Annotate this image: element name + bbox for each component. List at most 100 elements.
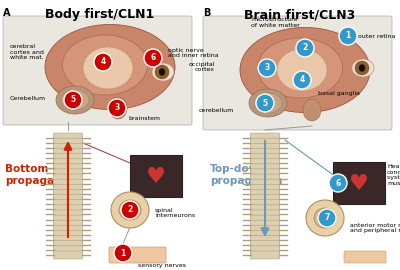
FancyBboxPatch shape (54, 138, 82, 146)
Circle shape (329, 174, 347, 192)
Text: basal ganglia: basal ganglia (318, 90, 360, 96)
FancyBboxPatch shape (54, 220, 82, 228)
Text: ♥: ♥ (146, 167, 166, 187)
FancyBboxPatch shape (250, 154, 280, 161)
FancyBboxPatch shape (3, 16, 192, 125)
FancyBboxPatch shape (54, 235, 82, 244)
FancyBboxPatch shape (250, 220, 280, 228)
Text: occipital
cortex: occipital cortex (188, 62, 215, 72)
Circle shape (94, 53, 112, 71)
FancyBboxPatch shape (344, 251, 386, 263)
FancyBboxPatch shape (54, 246, 82, 254)
FancyBboxPatch shape (250, 169, 280, 177)
FancyBboxPatch shape (54, 205, 82, 213)
Ellipse shape (56, 86, 94, 114)
Circle shape (64, 91, 82, 109)
Text: anterior motor neuron
and peripheral motor nerves: anterior motor neuron and peripheral mot… (350, 222, 400, 233)
FancyBboxPatch shape (333, 162, 385, 204)
Text: microstructure
of white matter: microstructure of white matter (251, 17, 299, 28)
FancyBboxPatch shape (250, 133, 280, 141)
Ellipse shape (119, 200, 141, 220)
Circle shape (114, 244, 132, 262)
Circle shape (256, 94, 274, 112)
FancyBboxPatch shape (54, 133, 82, 141)
Circle shape (339, 27, 357, 45)
Text: Top-down
propagation: Top-down propagation (210, 164, 282, 186)
Circle shape (296, 39, 314, 57)
FancyBboxPatch shape (250, 159, 280, 167)
FancyBboxPatch shape (250, 241, 280, 249)
FancyBboxPatch shape (250, 143, 280, 151)
FancyBboxPatch shape (250, 164, 280, 172)
Ellipse shape (111, 192, 149, 228)
Ellipse shape (155, 65, 169, 79)
FancyBboxPatch shape (250, 190, 280, 197)
Circle shape (258, 59, 276, 77)
FancyBboxPatch shape (250, 246, 280, 254)
Ellipse shape (254, 93, 282, 113)
FancyBboxPatch shape (54, 154, 82, 161)
Text: B: B (203, 8, 210, 18)
FancyBboxPatch shape (54, 210, 82, 218)
Text: Body first/CLN1: Body first/CLN1 (45, 8, 155, 21)
Text: Brain first/CLN3: Brain first/CLN3 (244, 8, 356, 21)
Circle shape (108, 99, 126, 117)
Circle shape (318, 209, 336, 227)
FancyBboxPatch shape (54, 174, 82, 182)
FancyBboxPatch shape (250, 225, 280, 233)
Text: ♥: ♥ (349, 174, 369, 194)
FancyBboxPatch shape (250, 230, 280, 238)
FancyBboxPatch shape (203, 16, 392, 130)
Text: cerebellum: cerebellum (199, 107, 234, 113)
FancyBboxPatch shape (250, 251, 280, 259)
FancyBboxPatch shape (250, 195, 280, 202)
Circle shape (121, 201, 139, 219)
Text: Heart
conduction
system and
musculature: Heart conduction system and musculature (387, 164, 400, 186)
Text: 2: 2 (302, 43, 308, 52)
FancyBboxPatch shape (250, 148, 280, 156)
Text: 4: 4 (100, 58, 106, 66)
FancyBboxPatch shape (250, 179, 280, 187)
FancyBboxPatch shape (54, 169, 82, 177)
Text: optic nerve
and inner retina: optic nerve and inner retina (168, 48, 219, 58)
FancyBboxPatch shape (250, 174, 280, 182)
FancyBboxPatch shape (54, 195, 82, 202)
Text: 1: 1 (120, 248, 126, 258)
Ellipse shape (352, 59, 374, 77)
Text: Cerebellum: Cerebellum (10, 96, 46, 100)
FancyBboxPatch shape (54, 241, 82, 249)
Text: 7: 7 (324, 214, 330, 222)
Text: 5: 5 (70, 96, 76, 104)
FancyBboxPatch shape (54, 215, 82, 223)
Ellipse shape (258, 38, 342, 98)
Ellipse shape (306, 200, 344, 236)
FancyBboxPatch shape (54, 179, 82, 187)
Circle shape (293, 71, 311, 89)
FancyBboxPatch shape (250, 138, 280, 146)
FancyBboxPatch shape (109, 247, 166, 263)
FancyBboxPatch shape (54, 164, 82, 172)
FancyBboxPatch shape (54, 184, 82, 192)
FancyBboxPatch shape (54, 148, 82, 156)
Text: spinal
interneurons: spinal interneurons (155, 208, 195, 218)
Ellipse shape (303, 99, 321, 121)
Ellipse shape (359, 65, 365, 72)
FancyBboxPatch shape (130, 155, 182, 197)
Ellipse shape (109, 97, 127, 119)
Text: 2: 2 (127, 205, 133, 214)
Ellipse shape (159, 69, 165, 76)
Circle shape (144, 49, 162, 67)
Ellipse shape (45, 25, 175, 110)
Ellipse shape (62, 35, 148, 95)
FancyBboxPatch shape (54, 159, 82, 167)
Text: A: A (3, 8, 10, 18)
Ellipse shape (61, 90, 89, 110)
Text: 3: 3 (114, 103, 120, 113)
FancyBboxPatch shape (250, 200, 280, 208)
Text: 6: 6 (150, 53, 156, 62)
FancyBboxPatch shape (54, 225, 82, 233)
FancyBboxPatch shape (250, 205, 280, 213)
Text: outer retina: outer retina (358, 35, 395, 39)
Text: 3: 3 (264, 63, 270, 73)
Ellipse shape (240, 28, 370, 113)
